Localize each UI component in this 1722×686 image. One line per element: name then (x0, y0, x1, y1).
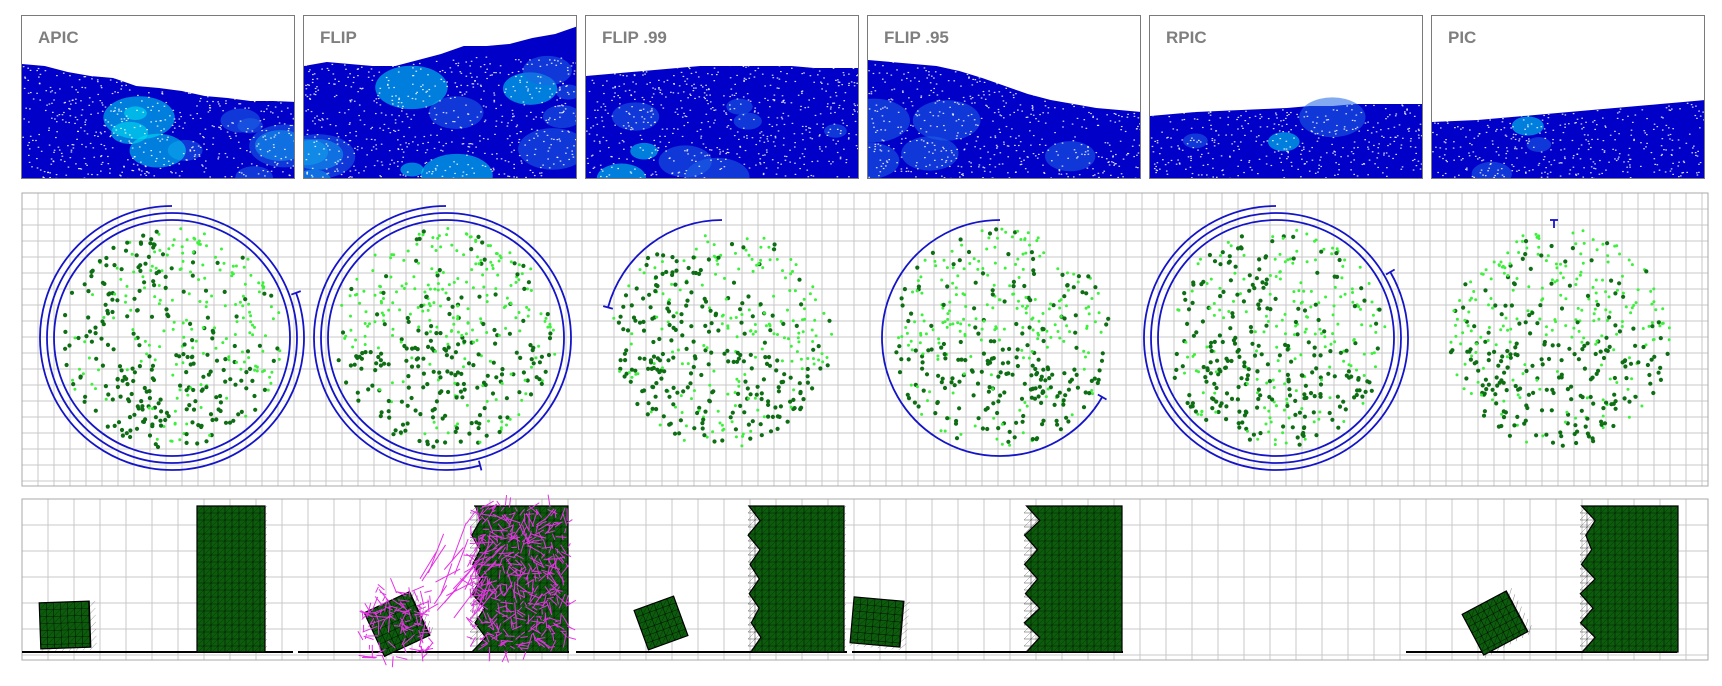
rotation-arc-icon (602, 219, 723, 310)
rotating-disk (1448, 219, 1671, 448)
fluid-particles (1432, 100, 1704, 178)
deformable-block (849, 596, 911, 651)
collision-cell (1406, 505, 1679, 658)
panel-label: APIC (38, 28, 79, 47)
panel-label: FLIP .99 (602, 28, 667, 47)
fluid-panel-flip-95: FLIP .95 (867, 15, 1141, 179)
velocity-vectors (459, 494, 577, 663)
panel-label: RPIC (1166, 28, 1207, 47)
deformable-block (633, 595, 689, 651)
deformable-block (1023, 505, 1123, 654)
fluid-panel-pic: PIC (1431, 15, 1705, 179)
rotation-arc-icon (881, 219, 1107, 457)
deformable-block (1579, 505, 1679, 654)
fluid-body (1432, 100, 1704, 178)
rotating-disk (39, 205, 305, 471)
fluid-particles (868, 60, 1140, 178)
deformable-block (196, 505, 268, 654)
panel-label: FLIP (320, 28, 357, 47)
deformable-block (38, 600, 97, 652)
fluid-panel-apic: APIC (21, 15, 295, 179)
fluid-particles (1150, 97, 1422, 178)
rotation-arc-icon (313, 205, 572, 471)
fluid-panel-flip-99: FLIP .99 (585, 15, 859, 179)
rotation-arc-icon (1143, 205, 1409, 471)
rotating-disk (1143, 205, 1409, 471)
rotating-disk (881, 219, 1111, 457)
fluid-particles (304, 26, 576, 178)
collision-cell (576, 505, 847, 654)
rotation-arc-icon (39, 205, 305, 471)
panel-label: FLIP .95 (884, 28, 949, 47)
rotating-disk (313, 205, 572, 471)
fluid-panel-rpic: RPIC (1149, 15, 1423, 179)
rotation-arc-icon (1550, 219, 1558, 228)
collision-cell (22, 505, 293, 654)
fluid-particles (586, 66, 858, 178)
deformable-block (747, 505, 847, 654)
collision-cell (849, 505, 1123, 654)
fluid-particles (22, 64, 294, 178)
deformable-block (363, 589, 433, 658)
collision-cell (298, 494, 577, 668)
fluid-panel-flip: FLIP (303, 15, 577, 179)
panel-label: PIC (1448, 28, 1477, 47)
rotating-disk (602, 219, 834, 448)
velocity-vectors (357, 577, 439, 668)
deformable-block (1461, 588, 1532, 658)
